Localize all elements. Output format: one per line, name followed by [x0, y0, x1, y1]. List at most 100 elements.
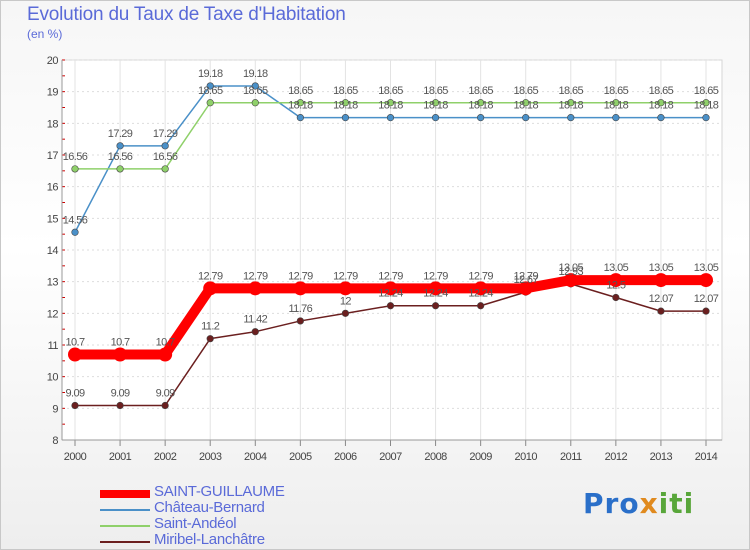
data-point: [608, 273, 623, 288]
data-label: 18.65: [559, 85, 584, 97]
data-label: 16.56: [153, 151, 178, 163]
data-point: [612, 293, 620, 302]
legend-swatch: [100, 490, 150, 498]
data-point: [431, 99, 440, 107]
data-label: 16.56: [63, 151, 88, 163]
y-tick-label: 19: [47, 87, 59, 99]
data-point: [386, 114, 395, 122]
legend-label: SAINT-GUILLAUME: [154, 483, 285, 500]
data-label: 18.18: [333, 100, 358, 112]
data-point: [702, 114, 710, 122]
data-label: 14.56: [63, 214, 88, 226]
data-point: [657, 307, 665, 315]
x-tick-label: 2012: [605, 451, 628, 463]
data-point: [341, 309, 350, 317]
y-tick-label: 9: [52, 403, 58, 415]
series-layer: [68, 82, 713, 410]
data-point: [71, 165, 79, 173]
x-tick-label: 2008: [424, 451, 447, 463]
data-point: [71, 401, 79, 410]
data-point: [113, 347, 128, 362]
data-point: [248, 281, 263, 296]
data-point: [657, 114, 665, 122]
data-label: 13.05: [649, 262, 674, 274]
chart-title: Evolution du Taux de Taxe d'Habitation: [27, 4, 346, 25]
data-point: [702, 99, 710, 107]
x-tick-label: 2013: [650, 451, 673, 463]
data-point: [702, 307, 710, 315]
data-point: [251, 99, 259, 107]
y-tick-label: 13: [47, 277, 59, 289]
legend-label: Saint-Andéol: [154, 515, 237, 532]
data-point: [116, 142, 124, 150]
data-label: 18.65: [378, 85, 403, 97]
data-label: 11.76: [288, 303, 312, 315]
data-label: 18.18: [604, 100, 629, 112]
x-tick-label: 2014: [695, 451, 718, 463]
legend-swatch: [100, 541, 150, 543]
data-label: 10.7: [65, 337, 84, 349]
y-tick-label: 20: [47, 55, 59, 67]
x-tick-label: 2010: [514, 451, 537, 463]
y-tick-label: 18: [47, 118, 59, 130]
data-point: [473, 281, 488, 296]
x-tick-label: 2009: [469, 451, 492, 463]
data-point: [612, 114, 620, 122]
data-point: [383, 281, 398, 296]
data-point: [431, 302, 440, 310]
data-label: 10.7: [111, 337, 130, 349]
data-point: [206, 335, 214, 343]
data-label: 12.79: [198, 270, 223, 282]
data-label: 18.18: [423, 100, 448, 112]
data-point: [203, 281, 218, 296]
data-point: [386, 99, 395, 107]
data-label: 12: [340, 295, 352, 307]
data-label: 18.65: [243, 85, 268, 97]
x-tick-label: 2000: [64, 451, 87, 463]
data-label: 12.24: [378, 288, 403, 300]
data-point: [563, 273, 578, 288]
data-label: 9.09: [156, 387, 175, 399]
data-label: 12.93: [559, 266, 584, 278]
data-point: [116, 401, 124, 410]
data-label: 18.65: [288, 85, 313, 97]
data-point: [612, 99, 620, 107]
x-tick-label: 2007: [379, 451, 402, 463]
y-tick-label: 16: [47, 182, 59, 194]
x-tick-label: 2011: [560, 451, 582, 463]
x-tick-label: 2003: [199, 451, 222, 463]
data-point: [341, 114, 350, 122]
data-label: 17.29: [153, 128, 178, 140]
data-labels: 14.56 17.29 17.29 19.18 19.18 18.18 18.18 18.18…: [63, 68, 720, 400]
x-tick-label: 2002: [154, 451, 177, 463]
data-point: [116, 165, 124, 173]
data-label: 12.79: [288, 270, 313, 282]
data-label: 9.09: [65, 387, 84, 399]
data-label: 18.65: [198, 85, 223, 97]
legend-swatch: [100, 509, 150, 511]
data-label: 16.56: [108, 151, 133, 163]
axes: 8 9 10 11 12 13 14 15 16 17 18 19 20 2000 2001 2002 2003…: [47, 55, 722, 463]
data-label: 12.79: [243, 270, 268, 282]
data-point: [161, 165, 169, 173]
data-label: 18.65: [694, 85, 719, 97]
data-point: [71, 228, 79, 236]
data-point: [431, 114, 440, 122]
data-label: 18.18: [378, 100, 403, 112]
data-point: [567, 114, 575, 122]
data-point: [296, 114, 304, 122]
data-label: 18.65: [513, 85, 538, 97]
data-point: [477, 114, 485, 122]
data-label: 9.09: [111, 387, 130, 399]
data-point: [477, 302, 485, 310]
y-tick-label: 14: [47, 245, 59, 257]
data-label: 12.07: [649, 293, 674, 305]
x-tick-label: 2001: [109, 451, 132, 463]
data-label: 18.65: [604, 85, 629, 97]
data-point: [206, 99, 214, 107]
data-point: [657, 99, 665, 107]
x-tick-label: 2004: [244, 451, 267, 463]
data-point: [296, 99, 304, 107]
data-label: 18.65: [468, 85, 493, 97]
